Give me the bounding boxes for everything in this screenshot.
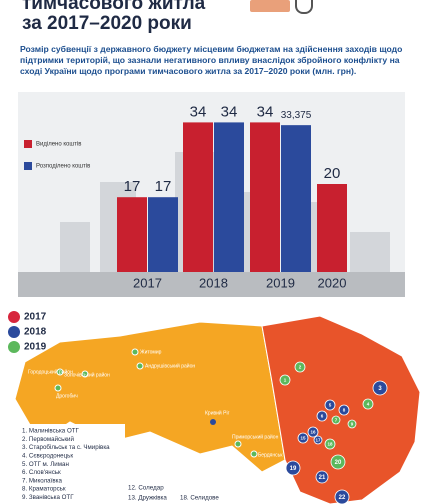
list-item: 1. Малинівська ОТГ bbox=[22, 428, 80, 435]
bar bbox=[183, 122, 213, 273]
marker bbox=[294, 361, 306, 373]
marker bbox=[285, 460, 301, 476]
marker bbox=[330, 454, 346, 470]
value-label: 34 bbox=[190, 103, 207, 120]
bar bbox=[148, 197, 178, 272]
bar bbox=[214, 122, 244, 273]
list-item: 5. ОТГ м. Лиман bbox=[22, 461, 69, 468]
legend-swatch bbox=[24, 162, 32, 170]
legend-label: Виділено коштів bbox=[36, 142, 81, 148]
marker-label: 8 bbox=[343, 408, 346, 413]
marker-label: 17 bbox=[315, 438, 321, 443]
value-label: 20 bbox=[324, 165, 341, 182]
legend-dot bbox=[8, 341, 20, 353]
list-item: 12. Солeдар bbox=[128, 485, 164, 492]
place-label: Кривий Ріг bbox=[205, 409, 230, 416]
marker bbox=[307, 426, 319, 438]
marker bbox=[316, 410, 328, 422]
legend-dot bbox=[8, 326, 20, 338]
marker bbox=[324, 438, 336, 450]
value-label: 34 bbox=[257, 103, 274, 120]
marker bbox=[362, 398, 374, 410]
place-label: Дрогобич bbox=[56, 393, 78, 399]
list-item: 6. Слов'янськ bbox=[22, 469, 61, 476]
marker-label: 2 bbox=[299, 365, 302, 370]
description: Розмір субвенції з державного бюджету мі… bbox=[20, 44, 403, 76]
place-dots bbox=[54, 348, 258, 458]
legend-year: 2017 bbox=[24, 312, 47, 323]
marker-label: 5 bbox=[329, 403, 332, 408]
marker bbox=[279, 374, 291, 386]
marker-label: 18 bbox=[327, 442, 333, 447]
marker-label: 21 bbox=[319, 475, 326, 481]
list-item: 9. Званівська ОТГ bbox=[22, 494, 74, 501]
value-label: 34 bbox=[221, 103, 238, 120]
marker-label: 19 bbox=[290, 466, 297, 472]
list-item: 3. Старобільськ та с. Чмирівка bbox=[22, 444, 110, 451]
marker bbox=[338, 404, 350, 416]
marker-label: 20 bbox=[335, 460, 342, 466]
marker-label: 7 bbox=[335, 418, 338, 423]
place-dot bbox=[210, 419, 216, 425]
legend-swatch bbox=[24, 140, 32, 148]
marker bbox=[334, 489, 350, 504]
marker bbox=[313, 435, 323, 445]
x-tick-label: 2020 bbox=[318, 275, 347, 290]
ground bbox=[18, 272, 405, 297]
marker bbox=[324, 399, 336, 411]
marker-label: 3 bbox=[378, 386, 382, 392]
list-item: 4. Сєвєродонецьк bbox=[22, 453, 73, 460]
list-item: 7. Миколаївка bbox=[22, 477, 62, 484]
logo bbox=[250, 0, 290, 12]
place-label: Золочівський район bbox=[64, 371, 110, 378]
value-label: 17 bbox=[124, 178, 141, 195]
marker-label: 1 bbox=[284, 378, 287, 383]
marker-label: 22 bbox=[339, 495, 346, 501]
x-tick-label: 2019 bbox=[266, 275, 295, 290]
title-line: за 2017–2020 роки bbox=[22, 13, 192, 34]
legend-dot bbox=[8, 311, 20, 323]
marker bbox=[297, 432, 309, 444]
legend-label: Розподілено коштів bbox=[36, 164, 90, 170]
marker bbox=[315, 470, 329, 484]
legend-year: 2019 bbox=[24, 342, 47, 353]
marker-label: 6 bbox=[321, 414, 324, 419]
list-item: 13. Дружківка bbox=[128, 495, 167, 502]
place-label: Житомир bbox=[140, 349, 162, 355]
place-label: Бердянськ bbox=[258, 452, 283, 458]
marker-label: 16 bbox=[310, 430, 316, 435]
marker bbox=[347, 419, 357, 429]
bar bbox=[117, 197, 147, 272]
legend-year: 2018 bbox=[24, 327, 47, 338]
x-tick-label: 2018 bbox=[199, 275, 228, 290]
marker-label: 9 bbox=[351, 422, 354, 427]
bar bbox=[317, 184, 347, 272]
place-label: Приморський район bbox=[232, 433, 279, 440]
place-label: Городоцький район bbox=[28, 368, 73, 375]
value-label: 33,375 bbox=[281, 110, 312, 121]
list-item: 8. Краматорськ bbox=[22, 486, 66, 493]
list-item: 18. Селидове bbox=[180, 495, 219, 502]
place-label: Андрушівський район bbox=[145, 362, 195, 369]
list-item: 2. Первомайський bbox=[22, 436, 74, 443]
marker-label: 4 bbox=[367, 402, 370, 407]
value-label: 17 bbox=[155, 178, 172, 195]
x-tick-label: 2017 bbox=[133, 275, 162, 290]
marker bbox=[372, 380, 388, 396]
bar bbox=[250, 122, 280, 273]
list-background bbox=[0, 424, 125, 504]
logo bbox=[295, 0, 313, 14]
marker bbox=[331, 415, 341, 425]
marker-label: 15 bbox=[300, 436, 306, 441]
title-line: тимчасового житла bbox=[22, 0, 206, 14]
bar bbox=[281, 125, 311, 273]
